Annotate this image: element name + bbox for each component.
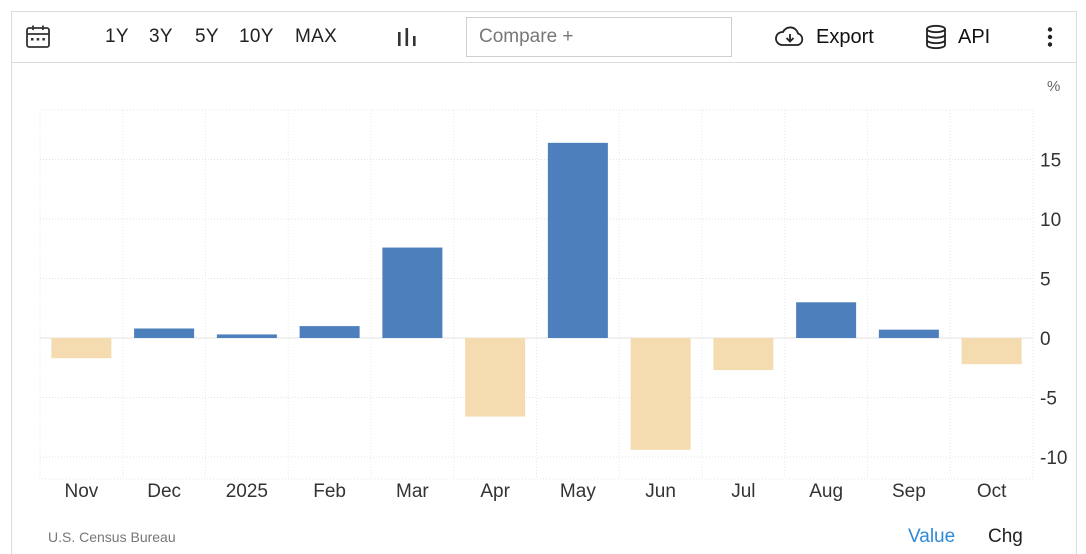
bar [465, 338, 526, 417]
export-label: Export [816, 25, 874, 48]
api-button[interactable]: API [924, 12, 990, 62]
bar [51, 338, 112, 359]
bar [547, 142, 608, 338]
bar [382, 247, 443, 338]
x-tick-label: May [560, 481, 596, 502]
chg-toggle[interactable]: Chg [988, 526, 1023, 547]
bar [630, 338, 691, 450]
bar [961, 338, 1022, 365]
x-tick-label: Jul [731, 481, 755, 502]
x-tick-label: Nov [64, 481, 98, 502]
bar [713, 338, 774, 371]
y-tick-label: 0 [1040, 329, 1051, 350]
source-label: U.S. Census Bureau [48, 529, 176, 545]
cloud-download-icon [775, 26, 804, 46]
bar [134, 328, 195, 338]
chart-toolbar: 1Y 3Y 5Y 10Y MAX Export API [11, 11, 1077, 63]
x-tick-label: Feb [313, 481, 346, 502]
plot-border [39, 109, 1034, 480]
bar [796, 302, 857, 338]
api-label: API [958, 25, 991, 48]
x-tick-label: Aug [809, 481, 843, 502]
x-tick-label: Jun [645, 481, 676, 502]
x-tick-label: Sep [892, 481, 926, 502]
x-tick-label: Mar [396, 481, 429, 502]
calendar-icon[interactable] [25, 12, 51, 62]
x-tick-label: 2025 [226, 481, 268, 502]
range-1y[interactable]: 1Y [105, 26, 129, 47]
vertical-dots-icon[interactable] [1046, 12, 1054, 62]
range-10y[interactable]: 10Y [239, 26, 274, 47]
y-unit-label: % [1047, 78, 1060, 95]
value-toggle[interactable]: Value [908, 526, 956, 547]
bar [216, 334, 277, 338]
range-5y[interactable]: 5Y [195, 26, 219, 47]
database-icon [926, 24, 946, 50]
export-button[interactable]: Export [774, 12, 874, 62]
y-tick-label: 10 [1040, 210, 1061, 231]
x-tick-label: Apr [480, 481, 510, 502]
x-tick-label: Oct [977, 481, 1007, 502]
bar [299, 326, 360, 338]
y-tick-label: -5 [1040, 389, 1057, 410]
y-tick-label: 15 [1040, 151, 1061, 172]
x-tick-label: Dec [147, 481, 181, 502]
y-tick-label: 5 [1040, 270, 1051, 291]
range-max[interactable]: MAX [295, 26, 338, 47]
bar [878, 329, 939, 338]
range-3y[interactable]: 3Y [149, 26, 173, 47]
y-tick-label: -10 [1040, 448, 1067, 469]
compare-input[interactable] [466, 17, 732, 57]
bar-chart-icon[interactable] [396, 12, 418, 62]
